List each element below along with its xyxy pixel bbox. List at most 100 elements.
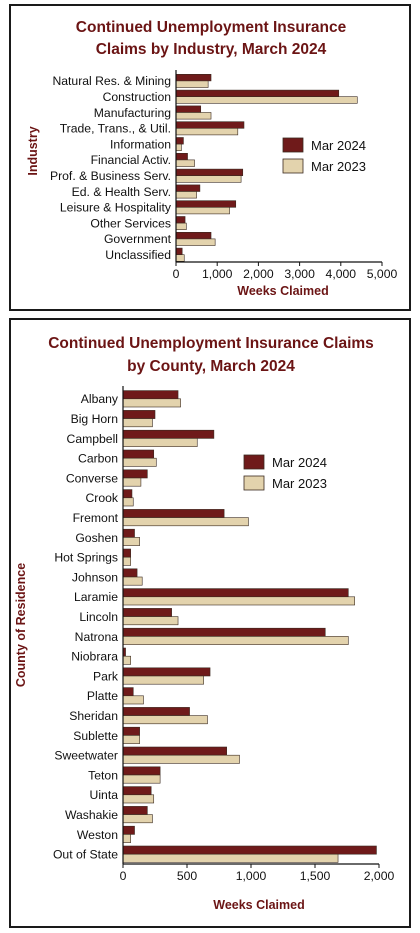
county-x-tick-label: 0: [120, 869, 127, 883]
county-bar-2023-17: [122, 715, 208, 725]
industry-title-line-1: Continued Unemployment Insurance: [76, 19, 347, 36]
industry-category-label: Financial Activ.: [91, 153, 171, 167]
industry-bar-2024-10: [175, 216, 186, 224]
county-category-label: Goshen: [75, 531, 118, 545]
industry-x-tick-label: 4,000: [326, 267, 357, 281]
county-bar-2023-5: [122, 477, 142, 487]
county-bar-2023-20: [122, 774, 161, 784]
county-bar-2024-12: [122, 608, 172, 617]
county-x-tick-label: 500: [177, 869, 198, 883]
industry-bar-2024-9: [175, 200, 237, 208]
industry-x-tick-label: 0: [173, 267, 180, 281]
county-bar-2024-15: [122, 667, 211, 677]
county-category-label: Weston: [77, 828, 118, 842]
county-bar-2024-16: [122, 687, 134, 697]
industry-legend-label-1: Mar 2024: [311, 138, 366, 153]
county-category-label: Laramie: [74, 590, 118, 604]
industry-x-tick-label: 3,000: [284, 267, 315, 281]
industry-bar-2023-3: [175, 112, 212, 120]
county-category-label: Campbell: [67, 432, 118, 446]
county-bar-2024-2: [122, 410, 156, 419]
county-category-label: Fremont: [73, 511, 119, 525]
industry-category-label: Other Services: [90, 216, 171, 230]
county-bar-2023-14: [122, 655, 131, 665]
county-bar-2023-15: [122, 675, 204, 685]
county-title-line-2: by County, March 2024: [127, 358, 295, 375]
county-bar-2024-23: [122, 825, 135, 835]
county-bar-2024-24: [122, 845, 377, 855]
industry-bar-2023-5: [175, 143, 182, 152]
industry-bar-2023-1: [175, 80, 209, 88]
county-bar-2023-3: [122, 438, 198, 447]
industry-bar-2024-11: [175, 232, 212, 240]
industry-bar-2023-6: [175, 159, 195, 167]
industry-x-tick-label: 2,000: [243, 267, 274, 281]
county-bar-2023-16: [122, 695, 144, 705]
industry-bar-2024-6: [175, 153, 188, 161]
county-legend-label-1: Mar 2024: [272, 455, 327, 470]
county-bar-2024-19: [122, 746, 227, 756]
industry-bar-2024-4: [175, 121, 245, 129]
county-bar-2024-20: [122, 766, 161, 776]
county-bar-2024-13: [122, 627, 326, 637]
county-x-tick-label: 1,500: [300, 869, 331, 883]
industry-bar-2023-8: [175, 191, 197, 199]
industry-bar-2024-5: [175, 137, 184, 145]
industry-x-tick-label: 5,000: [367, 267, 398, 281]
county-category-label: Carbon: [78, 452, 118, 466]
county-category-label: Niobrara: [71, 650, 118, 664]
county-category-label: Natrona: [75, 630, 119, 644]
county-title-line-1: Continued Unemployment Insurance Claims: [48, 335, 374, 352]
industry-bar-2023-10: [175, 222, 187, 231]
county-bar-2024-7: [122, 509, 225, 518]
county-bar-2023-7: [122, 517, 249, 527]
county-bar-2024-21: [122, 786, 152, 796]
county-category-label: Uinta: [90, 788, 119, 802]
industry-bar-2024-12: [175, 247, 183, 256]
industry-category-label: Government: [104, 232, 172, 246]
industry-chart: Continued Unemployment Insurance Claims b…: [26, 19, 398, 298]
county-bar-2023-18: [122, 735, 140, 744]
county-bar-2023-21: [122, 794, 155, 804]
industry-title-line-2: Claims by Industry, March 2024: [96, 41, 327, 58]
county-bar-2024-4: [122, 449, 155, 459]
industry-bar-2023-9: [175, 207, 230, 215]
county-bar-2024-6: [122, 489, 133, 499]
county-legend-label-2: Mar 2023: [272, 476, 327, 491]
industry-category-label: Prof. & Business Serv.: [50, 169, 171, 183]
county-chart: Continued Unemployment Insurance Claims b…: [14, 335, 395, 912]
county-x-tick-label: 2,000: [364, 869, 395, 883]
county-bar-2023-22: [122, 814, 153, 824]
industry-bar-2024-7: [175, 168, 244, 177]
county-bar-2023-13: [122, 636, 349, 645]
industry-category-label: Construction: [103, 90, 171, 104]
county-bar-2023-9: [122, 556, 131, 566]
county-category-label: Sheridan: [69, 709, 118, 723]
county-bar-2023-1: [122, 398, 181, 408]
county-category-label: Crook: [85, 491, 118, 505]
county-bar-2024-22: [122, 806, 148, 815]
industry-category-label: Leisure & Hospitality: [60, 201, 172, 215]
county-bar-2023-23: [122, 834, 131, 843]
industry-category-label: Natural Res. & Mining: [52, 74, 171, 88]
industry-category-label: Information: [110, 137, 171, 151]
industry-bar-2024-8: [175, 184, 201, 192]
county-bar-2024-9: [122, 548, 131, 558]
county-x-tick-label: 1,000: [236, 869, 267, 883]
county-bar-2023-11: [122, 596, 355, 606]
industry-y-axis-title: Industry: [26, 126, 40, 175]
industry-bar-2023-12: [175, 254, 185, 262]
county-bar-2024-5: [122, 469, 148, 479]
county-category-label: Washakie: [65, 808, 118, 822]
industry-legend-swatch-1: [282, 137, 304, 153]
county-chart-panel: Continued Unemployment Insurance Claims b…: [9, 318, 411, 928]
county-legend-swatch-2: [243, 475, 265, 491]
industry-category-label: Manufacturing: [94, 106, 171, 120]
county-legend-swatch-1: [243, 454, 265, 470]
county-category-label: Lincoln: [79, 610, 118, 624]
county-y-axis-title: County of Residence: [14, 563, 28, 687]
county-bar-2024-1: [122, 390, 179, 400]
county-category-label: Albany: [81, 392, 119, 406]
county-bar-2024-3: [122, 429, 215, 439]
county-bar-2024-17: [122, 707, 190, 716]
